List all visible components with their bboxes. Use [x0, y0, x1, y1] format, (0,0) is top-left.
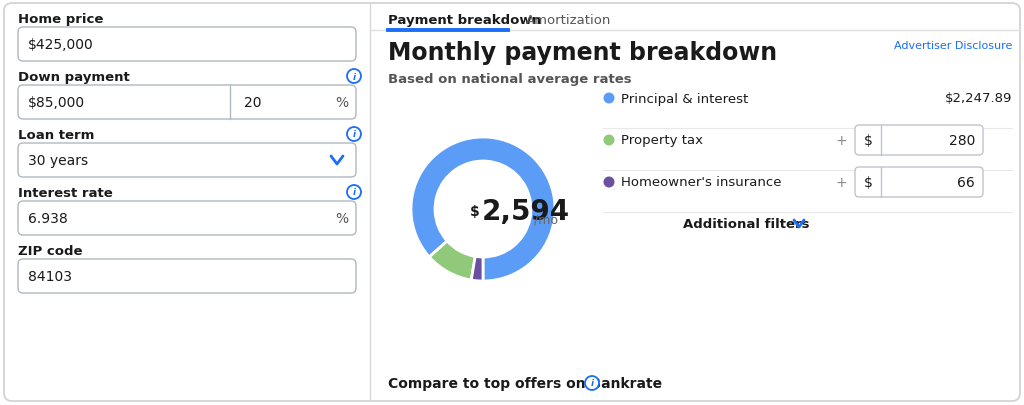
Text: i: i [591, 379, 594, 388]
Circle shape [347, 128, 361, 142]
Text: Property tax: Property tax [621, 134, 703, 147]
Text: $: $ [863, 175, 872, 190]
Wedge shape [471, 257, 483, 281]
Text: Based on national average rates: Based on national average rates [388, 73, 632, 86]
FancyBboxPatch shape [18, 259, 356, 293]
Text: Loan term: Loan term [18, 129, 94, 142]
Text: +: + [836, 175, 847, 190]
FancyBboxPatch shape [18, 202, 356, 235]
Text: $425,000: $425,000 [28, 38, 94, 52]
Text: 84103: 84103 [28, 269, 72, 283]
Text: Amortization: Amortization [526, 14, 611, 27]
Circle shape [347, 185, 361, 200]
Circle shape [347, 70, 361, 84]
Text: 30 years: 30 years [28, 153, 88, 168]
Circle shape [585, 376, 599, 390]
Circle shape [603, 135, 614, 146]
Text: +: + [836, 134, 847, 148]
Text: 20: 20 [244, 96, 261, 110]
Text: Principal & interest: Principal & interest [621, 92, 749, 105]
Text: Homeowner's insurance: Homeowner's insurance [621, 176, 781, 189]
Text: i: i [352, 188, 355, 197]
Text: Compare to top offers on Bankrate: Compare to top offers on Bankrate [388, 376, 663, 390]
Text: 6.938: 6.938 [28, 211, 68, 226]
Text: Advertiser Disclosure: Advertiser Disclosure [894, 41, 1012, 51]
Text: $: $ [470, 205, 480, 218]
FancyBboxPatch shape [4, 4, 1020, 401]
Text: Additional filters: Additional filters [683, 218, 810, 231]
FancyBboxPatch shape [18, 144, 356, 177]
Circle shape [603, 177, 614, 188]
Wedge shape [429, 241, 475, 280]
Text: ZIP code: ZIP code [18, 244, 83, 257]
Text: %: % [335, 211, 348, 226]
Text: Payment breakdown: Payment breakdown [388, 14, 541, 27]
FancyBboxPatch shape [18, 28, 356, 62]
FancyBboxPatch shape [855, 168, 983, 198]
Text: /mo: /mo [534, 213, 558, 226]
Text: $: $ [863, 134, 872, 148]
Text: $85,000: $85,000 [28, 96, 85, 110]
Text: i: i [352, 130, 355, 139]
Text: Down payment: Down payment [18, 71, 130, 84]
Circle shape [603, 93, 614, 104]
Text: $2,247.89: $2,247.89 [944, 92, 1012, 105]
Wedge shape [411, 138, 555, 281]
Text: Interest rate: Interest rate [18, 187, 113, 200]
Text: 280: 280 [948, 134, 975, 148]
Text: 2,594: 2,594 [482, 198, 570, 226]
Text: 66: 66 [957, 175, 975, 190]
Text: i: i [352, 72, 355, 81]
FancyBboxPatch shape [18, 86, 356, 120]
Text: %: % [335, 96, 348, 110]
Text: Home price: Home price [18, 13, 103, 26]
FancyBboxPatch shape [855, 126, 983, 156]
Text: Monthly payment breakdown: Monthly payment breakdown [388, 41, 777, 65]
